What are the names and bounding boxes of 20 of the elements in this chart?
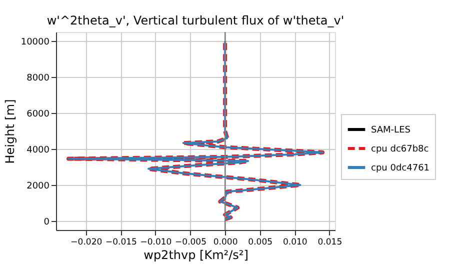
legend-label: cpu 0dc4761 [371,164,430,174]
x-tick-label: −0.005 [175,238,207,248]
x-tick-label: 0.010 [282,238,308,248]
y-tick-label: 10000 [20,38,50,48]
x-tick-label: 0.005 [248,238,273,248]
y-tick-label: 4000 [26,146,50,156]
y-tick-label: 6000 [26,110,50,120]
x-tick-label: 0.015 [318,238,342,248]
y-tick-label: 8000 [26,74,50,84]
y-axis-title: Height [m] [2,99,17,164]
legend-label: SAM-LES [371,126,411,136]
legend-label: cpu dc67b8c [371,144,429,154]
x-tick-label: −0.010 [140,238,172,248]
y-tick-label: 2000 [26,182,50,192]
x-tick-label: −0.020 [70,238,102,248]
chart-title: w'^2theta_v', Vertical turbulent flux of w'theta_v' [46,13,344,28]
x-axis-title: wp2thvp [Km²/s²] [144,248,248,262]
x-tick-label: −0.015 [105,238,137,248]
y-tick-label: 0 [44,218,50,228]
x-tick-label: 0.000 [213,238,238,248]
